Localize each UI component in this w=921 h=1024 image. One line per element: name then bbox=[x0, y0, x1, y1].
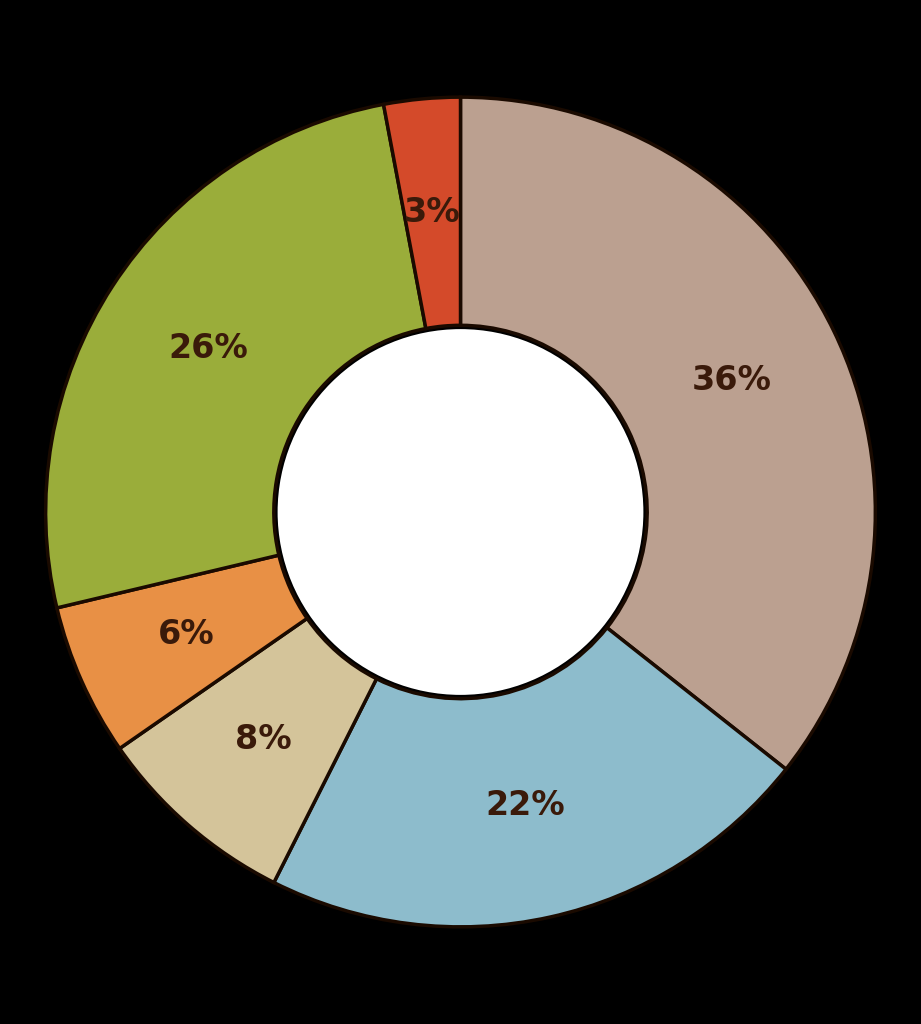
Text: 3%: 3% bbox=[404, 196, 460, 229]
Wedge shape bbox=[57, 555, 307, 749]
Wedge shape bbox=[383, 97, 460, 329]
Text: 6%: 6% bbox=[157, 618, 215, 651]
Text: 26%: 26% bbox=[169, 332, 248, 365]
Circle shape bbox=[280, 332, 641, 692]
Text: 8%: 8% bbox=[235, 723, 292, 756]
Wedge shape bbox=[120, 618, 377, 883]
Text: 22%: 22% bbox=[485, 790, 565, 822]
Wedge shape bbox=[460, 97, 875, 769]
Text: 36%: 36% bbox=[692, 365, 771, 397]
Wedge shape bbox=[46, 104, 426, 608]
Wedge shape bbox=[274, 628, 786, 927]
